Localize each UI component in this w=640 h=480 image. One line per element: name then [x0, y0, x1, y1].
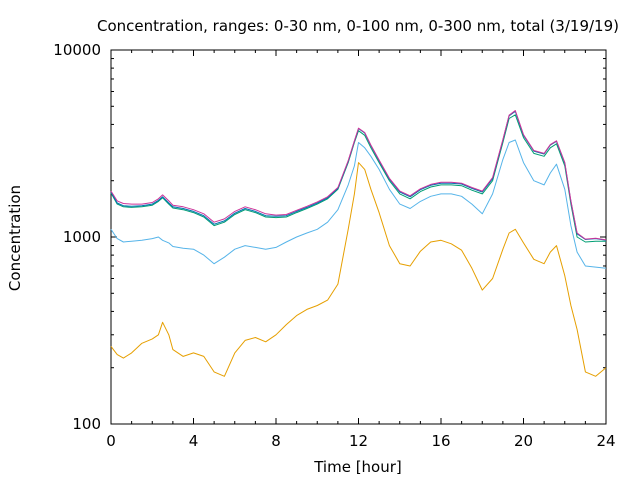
series-line-2: [110, 139, 607, 269]
y-axis-label: Concentration: [6, 185, 24, 291]
y-tick-label: 10000: [53, 41, 101, 59]
x-tick-label: 20: [514, 432, 533, 450]
x-axis-label: Time [hour]: [313, 458, 402, 476]
chart-title: Concentration, ranges: 0-30 nm, 0-100 nm…: [97, 17, 619, 35]
x-tick-label: 4: [189, 432, 199, 450]
x-tick-label: 12: [349, 432, 368, 450]
x-tick-label: 8: [271, 432, 281, 450]
x-axis: 0 4 8 12 16 20 24: [106, 50, 616, 450]
y-tick-label: 1000: [63, 228, 101, 246]
y-tick-label: 100: [72, 415, 101, 433]
plot-border: [110, 49, 607, 425]
x-tick-label: 0: [106, 432, 116, 450]
x-tick-label: 16: [431, 432, 450, 450]
x-tick-label: 24: [596, 432, 615, 450]
series-line-1: [110, 162, 607, 377]
series-line-3: [110, 114, 606, 243]
plot-frame: [110, 49, 607, 425]
y-axis: 100 1000 10000: [53, 41, 606, 433]
series-line-5: [110, 110, 607, 241]
series-layer: [110, 110, 607, 377]
